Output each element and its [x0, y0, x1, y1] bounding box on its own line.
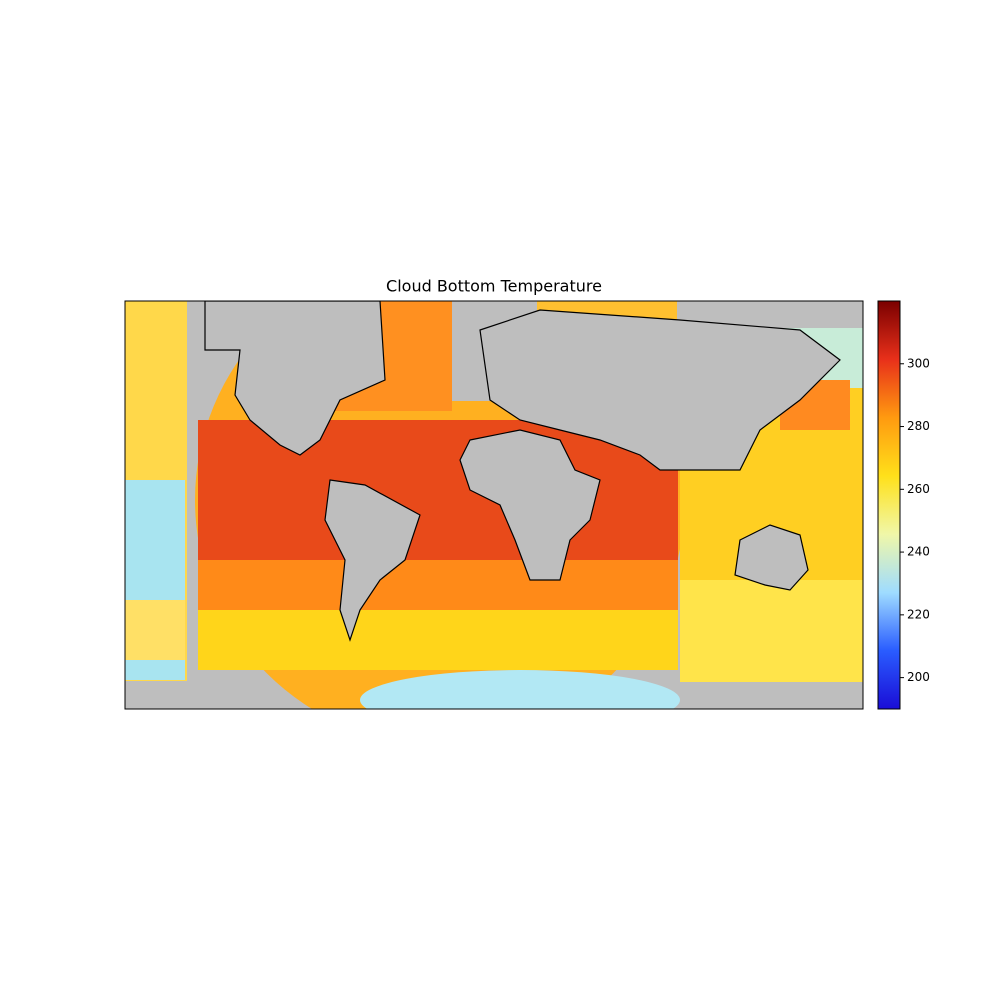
colorbar-tick-label: 240: [907, 545, 930, 559]
map-frame: [124, 300, 864, 710]
map-field: [125, 301, 863, 709]
colorbar-tick-label: 280: [907, 419, 930, 433]
colorbar-tick-label: 220: [907, 607, 930, 621]
colorbar-tick-label: 200: [907, 670, 930, 684]
map-title: Cloud Bottom Temperature: [386, 277, 602, 296]
colorbar-tick-label: 300: [907, 356, 930, 370]
colorbar-tick-label: 260: [907, 482, 930, 496]
colorbar: [877, 300, 901, 710]
